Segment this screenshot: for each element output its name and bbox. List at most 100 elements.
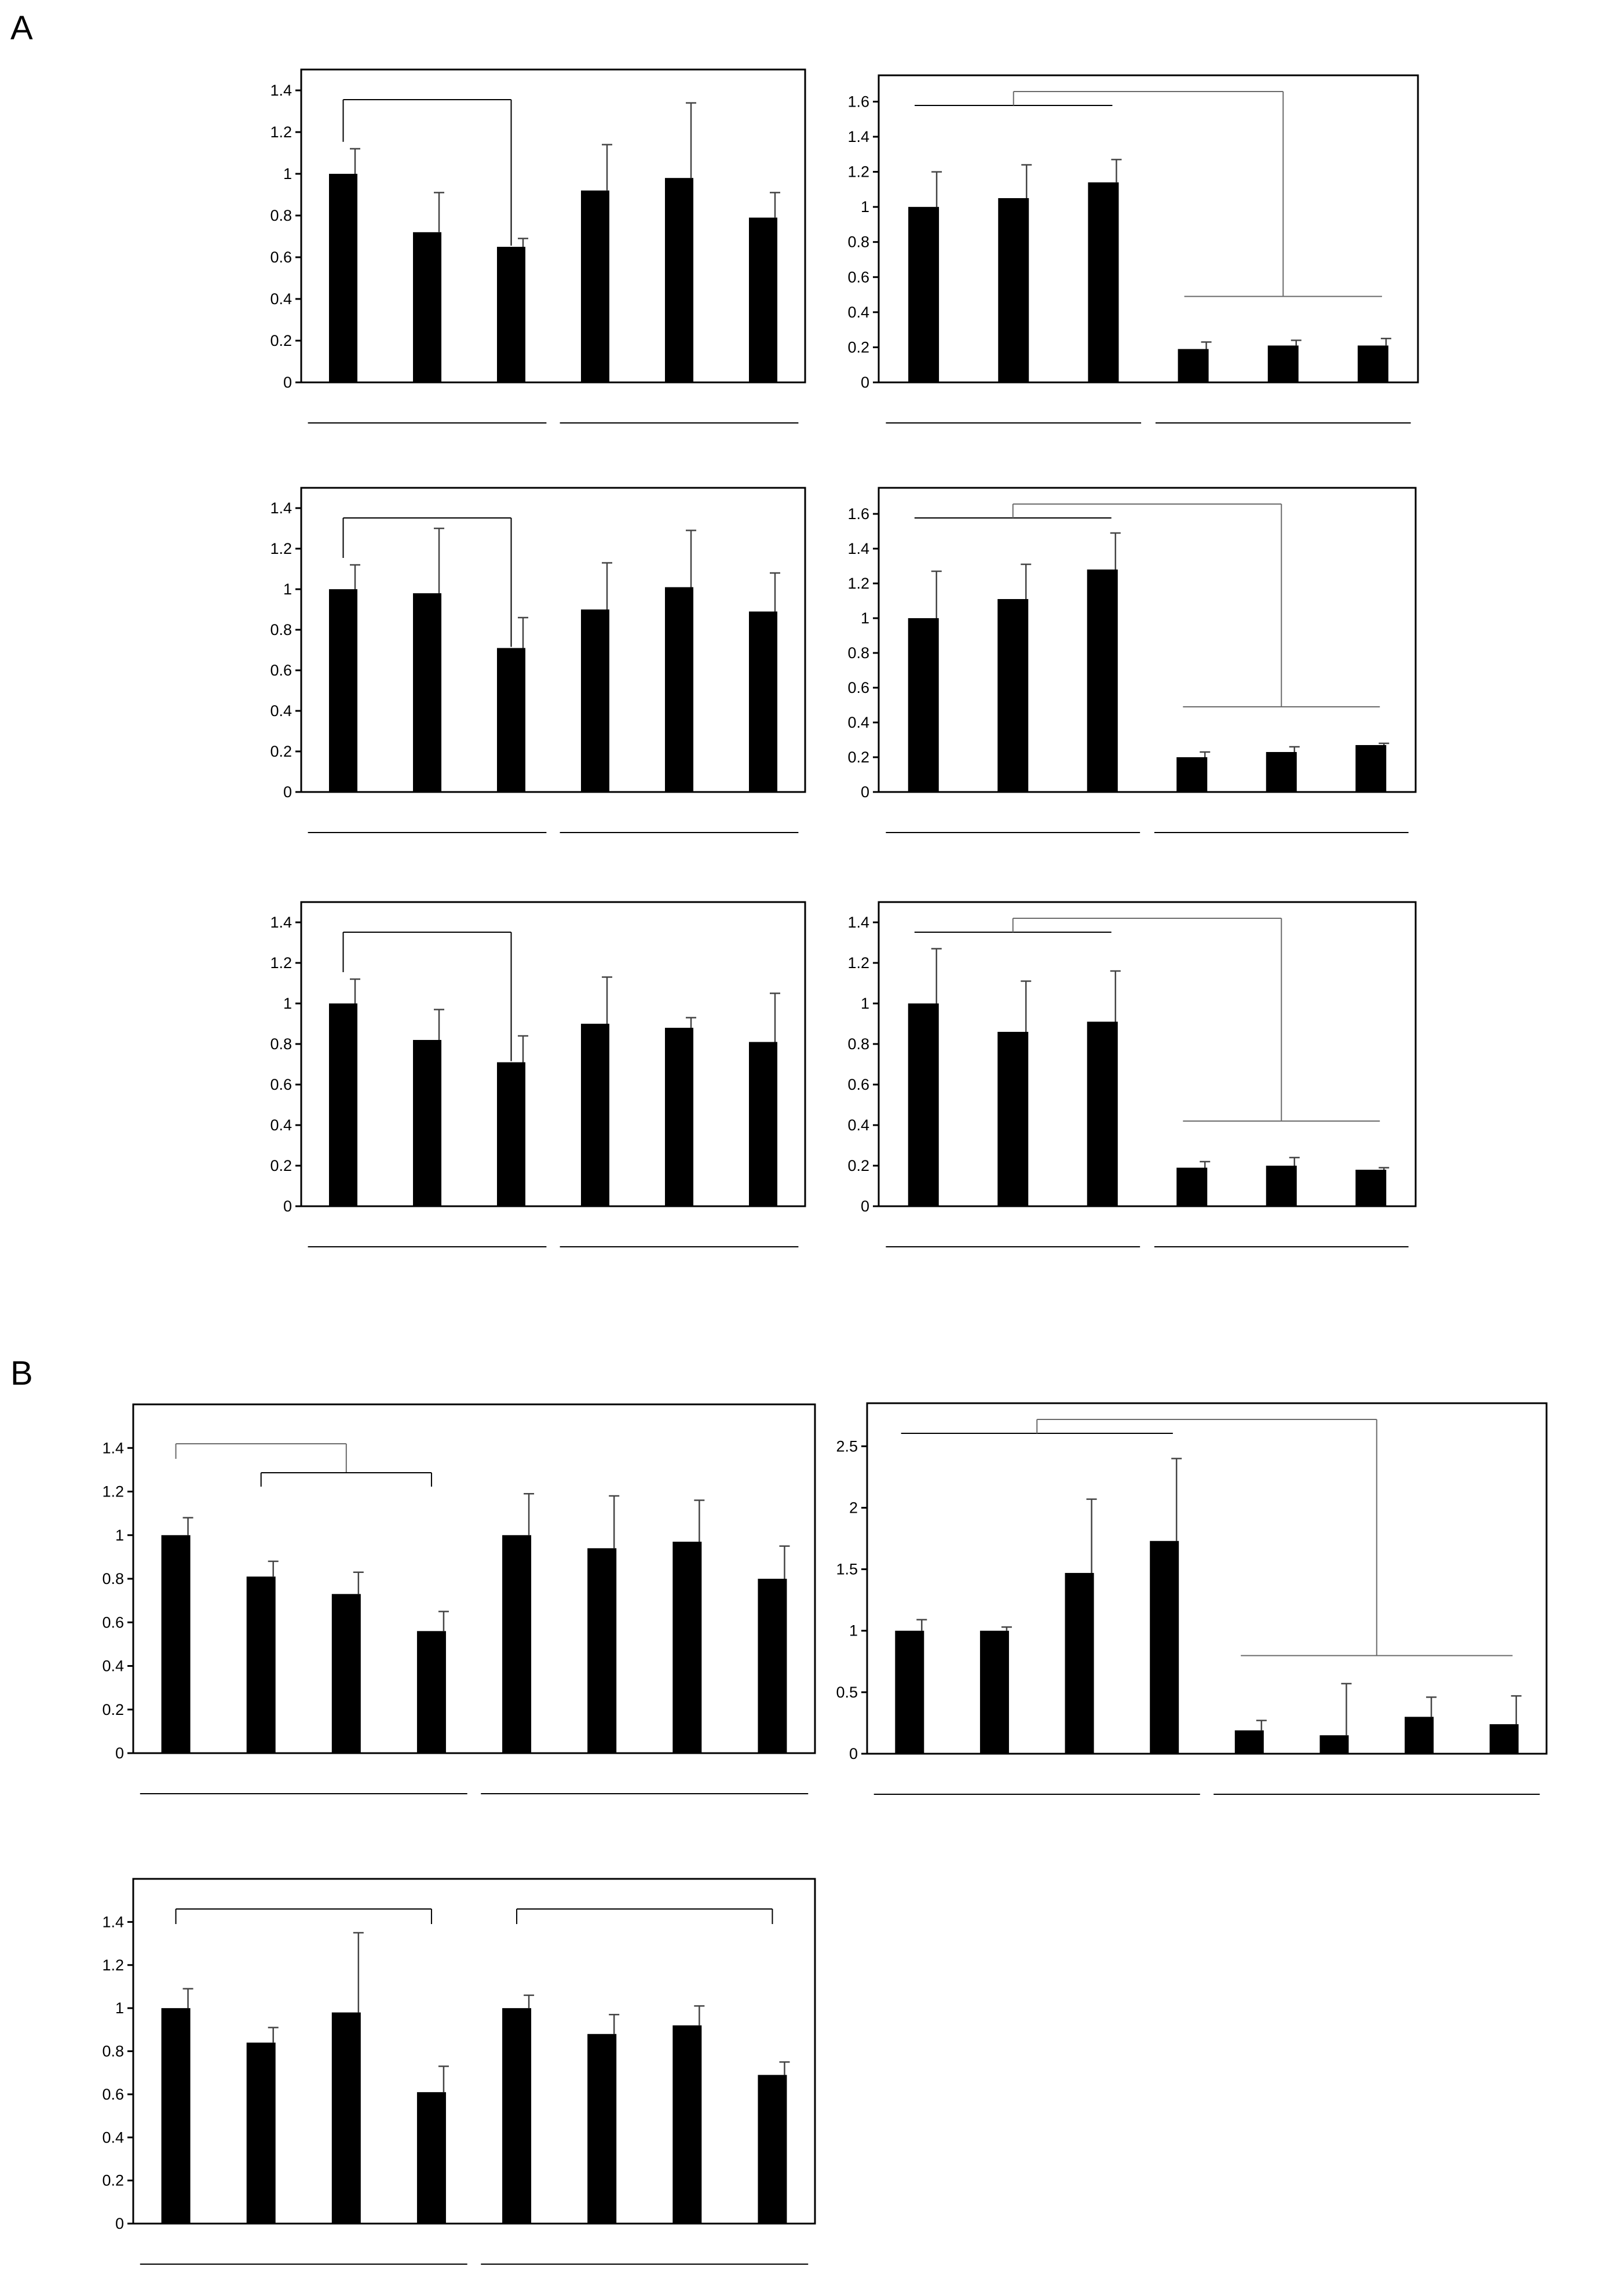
chart2-frame (300, 487, 806, 793)
chart4-frame (300, 901, 806, 1207)
chart1-ytick-label: 0 (861, 374, 869, 391)
chart4-ytick-label: 1.4 (270, 914, 292, 931)
chart2-ytick-label: 0.6 (270, 662, 292, 679)
chart8-ytick-label: 0 (115, 2215, 124, 2232)
chart6-ytick-label: 0.4 (102, 1658, 124, 1675)
chart3-bar-3 (1176, 757, 1208, 792)
chart6-bar-6 (672, 1542, 702, 1753)
chart2-bar-3 (581, 609, 609, 792)
chart5-frame (878, 901, 1417, 1207)
chart7-bar-7 (1489, 1724, 1519, 1754)
chart6-ytick-label: 1.2 (102, 1483, 124, 1501)
chart4-bar-0 (329, 1003, 357, 1206)
chart5-ytick-label: 0.8 (847, 1035, 869, 1053)
chart0-bar-3 (581, 190, 609, 382)
chart4-ytick-label: 0.4 (270, 1116, 292, 1134)
chart3-bar-0 (908, 618, 939, 792)
chart4-bar-4 (665, 1028, 693, 1206)
chart3-ytick-label: 1.2 (847, 575, 869, 592)
chart7-bar-2 (1065, 1572, 1094, 1754)
chart6-bar-2 (331, 1594, 361, 1753)
chart1-ytick-label: 0.2 (847, 338, 869, 356)
chart5-bar-1 (997, 1032, 1029, 1206)
chart6-ytick-label: 1.4 (102, 1439, 124, 1457)
chart6-ytick-label: 0.8 (102, 1570, 124, 1587)
chart7-bar-3 (1150, 1541, 1179, 1754)
chart8-bar-5 (587, 2034, 617, 2224)
chart5-bar-4 (1266, 1166, 1297, 1206)
chart3-frame (878, 487, 1417, 793)
chart2-ytick-label: 1.4 (270, 499, 292, 517)
chart6-bar-0 (161, 1535, 191, 1753)
chart0-ytick-label: 1.4 (270, 82, 292, 99)
chart1-ytick-label: 1.6 (847, 93, 869, 110)
chart7-ytick-label: 2.5 (836, 1437, 858, 1455)
chart5-ytick-label: 0.6 (847, 1076, 869, 1093)
chart3-ytick-label: 0 (861, 783, 869, 801)
chart5-bar-0 (908, 1003, 939, 1206)
chart2-ytick-label: 0.4 (270, 702, 292, 720)
chart6-bar-1 (246, 1576, 276, 1753)
chart4-bar-2 (497, 1062, 525, 1206)
chart8-ytick-label: 0.6 (102, 2086, 124, 2103)
chart0-frame (300, 68, 806, 384)
chart6-bar-4 (502, 1535, 532, 1753)
chart0-ytick-label: 0.6 (270, 249, 292, 266)
chart2-ytick-label: 0.2 (270, 743, 292, 760)
chart0-bar-5 (749, 217, 777, 382)
chart6-bar-5 (587, 1548, 617, 1753)
chart1-ytick-label: 0.4 (847, 304, 869, 321)
chart3-ytick-label: 1 (861, 609, 869, 627)
chart4-ytick-label: 0 (283, 1198, 292, 1215)
chart1-ytick-label: 1.4 (847, 128, 869, 145)
chart1-ytick-label: 1.2 (847, 163, 869, 181)
chart2-bar-0 (329, 589, 357, 792)
chart4-bar-5 (749, 1042, 777, 1206)
chart8-bar-3 (416, 2092, 446, 2224)
chart8-bar-4 (502, 2008, 532, 2224)
chart4-ytick-label: 0.6 (270, 1076, 292, 1093)
chart4-ytick-label: 1 (283, 995, 292, 1012)
chart1-frame (878, 74, 1419, 384)
chart3-ytick-label: 0.6 (847, 679, 869, 696)
chart8-bar-2 (331, 2012, 361, 2224)
chart1-bar-0 (908, 207, 940, 382)
chart1-bar-2 (1088, 182, 1119, 382)
chart3-bar-2 (1087, 570, 1118, 792)
chart6-ytick-label: 0 (115, 1744, 124, 1762)
chart0-ytick-label: 0.2 (270, 332, 292, 349)
chart2-ytick-label: 1 (283, 581, 292, 598)
chart3-ytick-label: 1.4 (847, 540, 869, 557)
chart3-bar-4 (1266, 752, 1297, 792)
chart8-frame (132, 1878, 816, 2225)
chart0-ytick-label: 0 (283, 374, 292, 391)
chart6-bar-3 (416, 1631, 446, 1753)
chart2-bar-4 (665, 587, 693, 792)
chart7-bar-6 (1405, 1717, 1434, 1754)
chart3-ytick-label: 0.8 (847, 644, 869, 662)
chart1-ytick-label: 1 (861, 198, 869, 216)
chart1-bar-3 (1178, 349, 1209, 382)
chart5-ytick-label: 1.2 (847, 954, 869, 972)
chart0-bar-4 (665, 178, 693, 382)
chart7-bar-4 (1234, 1730, 1264, 1754)
chart3-bar-5 (1355, 745, 1387, 792)
chart8-ytick-label: 1.2 (102, 1956, 124, 1974)
chart4-ytick-label: 1.2 (270, 954, 292, 972)
chart8-ytick-label: 0.8 (102, 2043, 124, 2060)
chart7-bar-5 (1319, 1735, 1349, 1754)
chart3-bar-1 (997, 599, 1029, 792)
chart1-bar-4 (1267, 345, 1299, 382)
chart6-bar-7 (758, 1579, 787, 1753)
chart8-ytick-label: 0.4 (102, 2129, 124, 2146)
chart2-ytick-label: 0 (283, 783, 292, 801)
chart5-ytick-label: 1 (861, 995, 869, 1012)
chart0-ytick-label: 1.2 (270, 123, 292, 141)
chart0-ytick-label: 0.8 (270, 207, 292, 224)
chart5-bar-2 (1087, 1021, 1118, 1206)
chart6-ytick-label: 0.2 (102, 1701, 124, 1718)
chart5-bar-5 (1355, 1170, 1387, 1206)
chart0-bar-2 (497, 247, 525, 382)
chart5-ytick-label: 1.4 (847, 914, 869, 931)
